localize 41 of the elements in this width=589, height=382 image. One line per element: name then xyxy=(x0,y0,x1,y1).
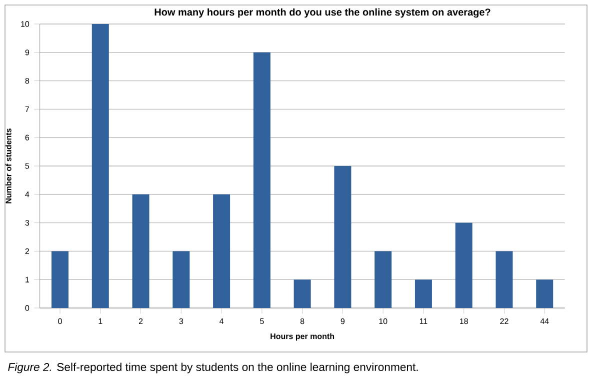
bar xyxy=(374,251,392,308)
x-tick-label: 44 xyxy=(540,318,549,324)
x-tick-label: 8 xyxy=(300,318,304,324)
y-tick-label: 6 xyxy=(25,134,30,140)
bar xyxy=(414,280,432,308)
bar xyxy=(294,280,311,308)
x-tick-label: 1 xyxy=(98,318,102,324)
bar xyxy=(536,280,554,308)
y-tick-label: 1 xyxy=(26,276,30,282)
y-tick-label: 9 xyxy=(25,50,30,56)
y-axis-title: Number of students xyxy=(5,128,12,204)
y-tick-label: 7 xyxy=(25,106,30,112)
x-tick-label: 9 xyxy=(340,318,345,324)
y-tick-label: 10 xyxy=(21,21,30,27)
bar xyxy=(455,222,472,308)
bar xyxy=(334,166,352,308)
y-tick-label: 0 xyxy=(25,305,30,311)
bar xyxy=(496,251,513,308)
bar xyxy=(172,251,190,308)
text: Figure 2. Self-reported time spent by students on the online learning environment. xyxy=(8,362,418,374)
y-tick-label: 2 xyxy=(25,248,30,254)
y-tick-label: 8 xyxy=(25,78,30,84)
y-tick-label: 5 xyxy=(25,163,30,169)
bar xyxy=(92,24,109,308)
x-tick-label: 22 xyxy=(500,318,508,324)
chart-title: How many hours per month do you use the online system on average? xyxy=(154,8,490,18)
x-tick-label: 0 xyxy=(58,318,62,324)
y-tick-label: 3 xyxy=(25,220,30,226)
x-tick-label: 11 xyxy=(420,318,428,324)
bar xyxy=(52,251,68,308)
bar xyxy=(253,52,270,308)
bar xyxy=(213,194,230,308)
x-tick-label: 4 xyxy=(220,318,224,324)
x-axis-title: Hours per month xyxy=(270,333,334,341)
y-tick-label: 4 xyxy=(25,192,30,198)
x-tick-label: 2 xyxy=(138,318,143,324)
bar xyxy=(132,194,150,308)
x-tick-label: 5 xyxy=(260,318,264,324)
x-tick-label: 3 xyxy=(179,318,184,324)
x-tick-label: 18 xyxy=(460,318,468,324)
x-tick-label: 10 xyxy=(379,318,388,324)
